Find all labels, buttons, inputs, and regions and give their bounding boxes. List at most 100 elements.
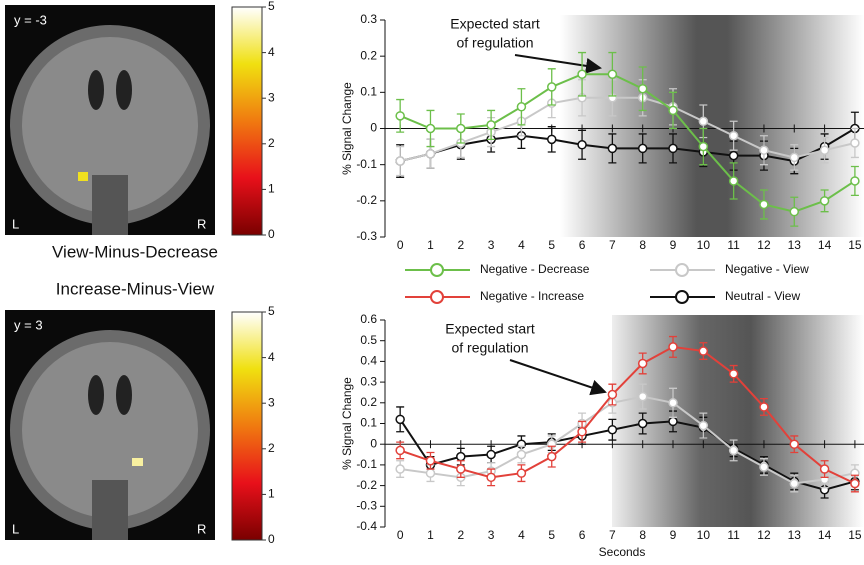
- legend-marker: [676, 264, 688, 276]
- ventricle: [116, 70, 132, 110]
- caption: Increase-Minus-View: [56, 279, 215, 298]
- colorbar-tick-label: 1: [268, 182, 275, 196]
- legend-marker: [431, 264, 443, 276]
- data-point: [548, 135, 556, 143]
- data-point: [699, 117, 707, 125]
- data-point: [517, 469, 525, 477]
- colorbar: [232, 312, 262, 540]
- ventricle: [116, 375, 132, 415]
- data-point: [699, 347, 707, 355]
- x-tick-label: 12: [757, 528, 771, 542]
- colorbar-tick-label: 1: [268, 487, 275, 501]
- x-tick-label: 3: [488, 528, 495, 542]
- data-point: [669, 144, 677, 152]
- y-tick-label: 0.2: [360, 48, 377, 62]
- data-point: [548, 83, 556, 91]
- x-tick-label: 3: [488, 238, 495, 252]
- data-point: [790, 480, 798, 488]
- y-tick-label: 0.3: [360, 12, 377, 26]
- ventricle: [88, 375, 104, 415]
- slice-label: y = 3: [14, 317, 43, 332]
- x-tick-label: 14: [818, 238, 832, 252]
- activation: [132, 458, 143, 466]
- data-point: [730, 177, 738, 185]
- data-point: [699, 143, 707, 151]
- annotation: Expected start: [450, 16, 540, 32]
- colorbar-tick-label: 3: [268, 395, 275, 409]
- data-point: [730, 152, 738, 160]
- data-point: [760, 463, 768, 471]
- data-point: [760, 200, 768, 208]
- x-tick-label: 6: [579, 238, 586, 252]
- x-tick-label: 5: [548, 528, 555, 542]
- data-point: [578, 70, 586, 78]
- legend-label: Neutral - View: [725, 289, 800, 303]
- y-tick-label: -0.1: [356, 157, 377, 171]
- colorbar: [232, 7, 262, 235]
- slice-label: y = -3: [14, 12, 47, 27]
- legend-marker: [431, 291, 443, 303]
- y-tick-label: -0.2: [356, 478, 377, 492]
- data-point: [457, 465, 465, 473]
- data-point: [396, 465, 404, 473]
- y-tick-label: 0.1: [360, 85, 377, 99]
- x-tick-label: 11: [727, 238, 740, 252]
- data-point: [396, 157, 404, 165]
- legend-label: Negative - Increase: [480, 289, 584, 303]
- x-tick-label: 11: [727, 528, 740, 542]
- x-tick-label: 15: [848, 528, 862, 542]
- legend-label: Negative - View: [725, 262, 809, 276]
- y-tick-label: 0.5: [360, 333, 377, 347]
- y-tick-label: 0.2: [360, 395, 377, 409]
- data-point: [426, 469, 434, 477]
- data-point: [669, 343, 677, 351]
- data-point: [396, 446, 404, 454]
- data-point: [851, 177, 859, 185]
- data-point: [608, 70, 616, 78]
- colorbar-tick-label: 5: [268, 0, 275, 13]
- side-label: L: [12, 216, 19, 231]
- data-point: [457, 453, 465, 461]
- data-point: [487, 473, 495, 481]
- x-tick-label: 1: [427, 238, 434, 252]
- side-label: R: [197, 216, 206, 231]
- x-tick-label: 0: [397, 528, 404, 542]
- data-point: [396, 112, 404, 120]
- activation: [78, 172, 88, 181]
- brainstem: [92, 175, 128, 235]
- legend-marker: [676, 291, 688, 303]
- data-point: [426, 150, 434, 158]
- x-axis-label: Seconds: [599, 545, 646, 559]
- x-tick-label: 7: [609, 238, 616, 252]
- y-tick-label: 0.3: [360, 374, 377, 388]
- x-tick-label: 7: [609, 528, 616, 542]
- annotation-arrow: [510, 360, 605, 392]
- data-point: [608, 426, 616, 434]
- data-point: [578, 141, 586, 149]
- y-tick-label: 0.6: [360, 312, 377, 326]
- x-tick-label: 8: [639, 238, 646, 252]
- caption: View-Minus-Decrease: [52, 242, 218, 261]
- data-point: [396, 415, 404, 423]
- data-point: [548, 453, 556, 461]
- data-point: [790, 440, 798, 448]
- x-tick-label: 2: [457, 238, 464, 252]
- data-point: [457, 125, 465, 133]
- x-tick-label: 2: [457, 528, 464, 542]
- data-point: [639, 393, 647, 401]
- y-tick-label: -0.2: [356, 193, 377, 207]
- colorbar-tick-label: 0: [268, 227, 275, 241]
- colorbar-tick-label: 3: [268, 90, 275, 104]
- regulation-shade: [612, 315, 864, 527]
- data-point: [517, 451, 525, 459]
- y-tick-label: -0.3: [356, 498, 377, 512]
- data-point: [669, 399, 677, 407]
- data-point: [851, 139, 859, 147]
- annotation: of regulation: [456, 35, 533, 51]
- x-tick-label: 6: [579, 528, 586, 542]
- data-point: [730, 446, 738, 454]
- y-tick-label: 0.1: [360, 416, 377, 430]
- x-tick-label: 4: [518, 528, 525, 542]
- data-point: [790, 153, 798, 161]
- ventricle: [88, 70, 104, 110]
